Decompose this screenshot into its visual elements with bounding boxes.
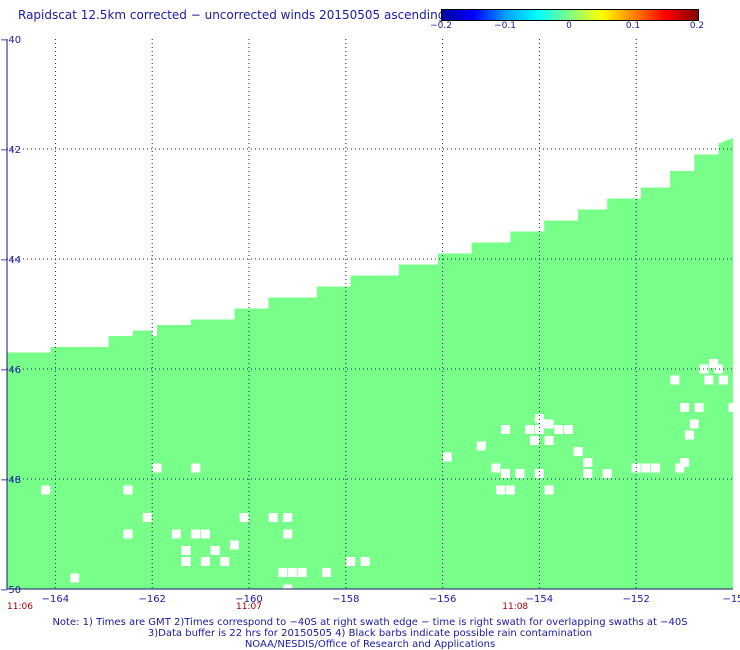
missing-data-cell — [181, 557, 191, 566]
missing-data-cell — [713, 364, 723, 374]
footnote-line-1: Note: 1) Times are GMT 2)Times correspon… — [52, 617, 688, 628]
time-label: 11:08 — [502, 602, 528, 612]
missing-data-cell — [544, 419, 554, 429]
missing-data-cell — [142, 513, 152, 522]
missing-data-cell — [544, 485, 554, 495]
missing-data-cell — [728, 403, 738, 412]
missing-data-cell — [704, 375, 714, 385]
missing-data-cell — [191, 529, 201, 539]
missing-data-cell — [210, 546, 220, 555]
missing-data-cell — [283, 513, 293, 522]
missing-data-cell — [525, 425, 535, 434]
x-tick-label: −15 — [722, 594, 740, 605]
missing-data-cell — [41, 485, 51, 495]
missing-data-cell — [283, 529, 293, 539]
missing-data-cell — [718, 375, 728, 385]
colorbar-tick: 0.1 — [625, 21, 641, 31]
missing-data-cell — [563, 425, 573, 434]
missing-data-cell — [675, 463, 685, 473]
swath-fill — [7, 138, 733, 589]
missing-data-cell — [191, 463, 201, 473]
y-tick-label: −48 — [0, 475, 21, 486]
missing-data-cell — [684, 430, 694, 440]
missing-data-cell — [694, 403, 704, 412]
missing-data-cell — [123, 529, 133, 539]
missing-data-cell — [220, 557, 230, 566]
missing-data-cell — [152, 463, 162, 473]
missing-data-cell — [680, 458, 690, 467]
colorbar — [441, 9, 699, 21]
missing-data-cell — [200, 557, 210, 566]
missing-data-cell — [491, 463, 501, 473]
x-tick-label: −156 — [429, 594, 456, 605]
y-tick-label: −50 — [0, 585, 21, 596]
colorbar-tick: −0.1 — [494, 21, 516, 31]
missing-data-cell — [288, 568, 298, 577]
missing-data-cell — [496, 485, 506, 495]
missing-data-cell — [171, 529, 181, 539]
missing-data-cell — [530, 436, 540, 445]
missing-data-cell — [346, 557, 356, 566]
missing-data-cell — [534, 425, 544, 434]
missing-data-cell — [239, 513, 249, 522]
missing-data-cell — [583, 469, 593, 478]
missing-data-cell — [670, 375, 680, 385]
x-tick-label: −154 — [526, 594, 553, 605]
missing-data-cell — [709, 359, 719, 368]
missing-data-cell — [534, 414, 544, 423]
missing-data-cell — [297, 568, 307, 577]
missing-data-cell — [278, 568, 288, 577]
missing-data-cell — [573, 447, 583, 456]
missing-data-cell — [641, 463, 651, 473]
footnote-line-3: NOAA/NESDIS/Office of Research and Appli… — [244, 639, 496, 650]
missing-data-cell — [229, 540, 239, 550]
colorbar-tick: 0.2 — [689, 21, 705, 31]
chart-title: Rapidscat 12.5km corrected − uncorrected… — [18, 8, 446, 22]
missing-data-cell — [505, 485, 515, 495]
x-tick-label: −160 — [235, 594, 262, 605]
missing-data-cell — [689, 419, 699, 429]
x-tick-label: −158 — [332, 594, 359, 605]
missing-data-cell — [544, 436, 554, 445]
missing-data-cell — [181, 546, 191, 555]
missing-data-cell — [680, 403, 690, 412]
missing-data-cell — [602, 469, 612, 478]
colorbar-tick: −0.2 — [430, 21, 452, 31]
y-tick-label: −40 — [0, 35, 21, 46]
missing-data-cell — [70, 573, 80, 583]
footnote-line-2: 3)Data buffer is 22 hrs for 20150505 4) … — [147, 628, 593, 639]
x-tick-label: −164 — [42, 594, 69, 605]
missing-data-cell — [442, 452, 452, 462]
y-tick-label: −44 — [0, 255, 21, 266]
y-tick-label: −46 — [0, 365, 21, 376]
missing-data-cell — [501, 469, 511, 478]
missing-data-cell — [123, 485, 133, 495]
missing-data-cell — [539, 419, 549, 429]
missing-data-cell — [515, 469, 525, 478]
time-label: 11:07 — [236, 602, 262, 612]
missing-data-cell — [476, 441, 486, 451]
missing-data-cell — [268, 513, 278, 522]
missing-data-cell — [583, 458, 593, 467]
missing-data-cell — [554, 425, 564, 434]
x-tick-label: −152 — [622, 594, 649, 605]
missing-data-cell — [360, 557, 370, 566]
missing-data-cell — [501, 425, 511, 434]
missing-data-cell — [534, 469, 544, 478]
time-label: 11:06 — [7, 602, 33, 612]
missing-data-cell — [321, 568, 331, 577]
y-tick-label: −42 — [0, 145, 21, 156]
missing-data-cell — [651, 463, 661, 473]
x-tick-label: −162 — [138, 594, 165, 605]
missing-data-cell — [200, 529, 210, 539]
colorbar-tick: 0 — [566, 21, 572, 31]
